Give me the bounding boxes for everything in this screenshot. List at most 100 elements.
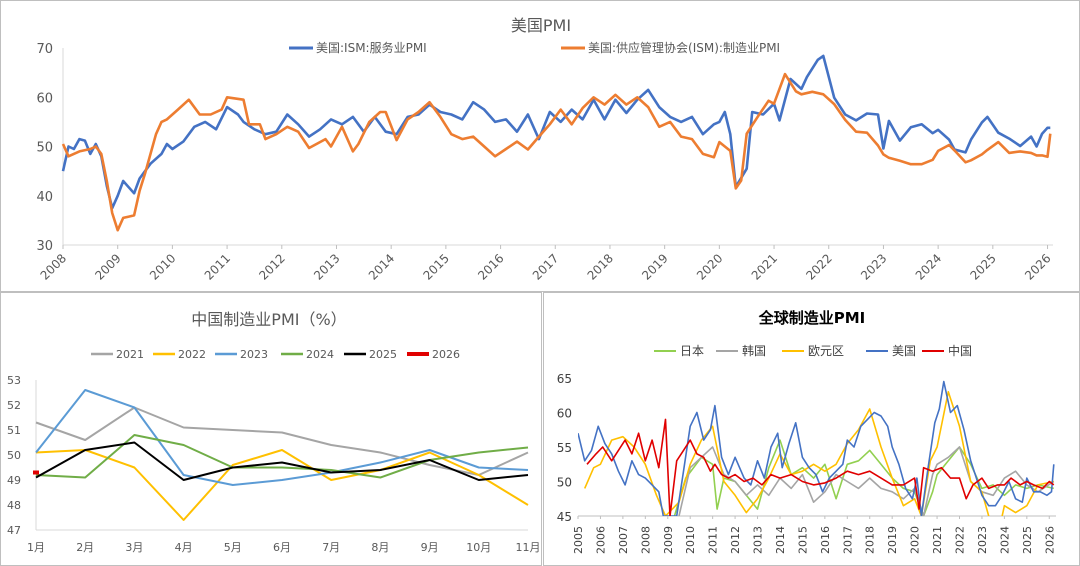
y-tick-label: 49 [7, 474, 21, 487]
china-pmi-panel: 中国制造业PMI（%） 2021 2022 2023 2024 2025 2026 47 4… [0, 292, 542, 566]
y-tick-label: 50 [36, 141, 53, 156]
x-tick-label: 2013 [752, 526, 765, 554]
x-tick-label: 8月 [371, 541, 389, 554]
x-tick-label: 2026 [1043, 526, 1056, 554]
x-tick-label: 2023 [976, 526, 989, 554]
x-tick-label: 2018 [585, 251, 616, 282]
legend-label-2025: 2025 [369, 348, 397, 361]
x-tick-label: 1月 [27, 541, 45, 554]
legend-label-3: 美国 [892, 344, 916, 358]
y-tick-label: 52 [7, 399, 21, 412]
x-tick-label: 2010 [147, 251, 178, 282]
x-tick-label: 4月 [175, 541, 193, 554]
x-tick-label: 2026 [1022, 251, 1053, 282]
y-tick-label: 50 [7, 449, 21, 462]
legend-label-2021: 2021 [116, 348, 144, 361]
legend-label-services: 美国:ISM:服务业PMI [316, 40, 427, 55]
y-tick-label: 40 [36, 190, 53, 205]
global-pmi-chart: 全球制造业PMI 日本 韩国 欧元区 美国 中国 45 50 55 60 65 2005 2006 2… [557, 309, 1057, 554]
x-tick-label: 2022 [954, 526, 967, 554]
x-tick-label: 2007 [617, 526, 630, 554]
x-tick-label: 2019 [639, 251, 670, 282]
x-tick-label: 2020 [909, 526, 922, 554]
x-tick-label: 2025 [967, 251, 998, 282]
y-tick-label: 51 [7, 424, 21, 437]
legend-label-2024: 2024 [306, 348, 334, 361]
x-tick-label: 2012 [256, 251, 287, 282]
x-tick-label: 2016 [475, 251, 506, 282]
x-tick-label: 2015 [420, 251, 451, 282]
x-tick-label: 2024 [998, 526, 1011, 554]
series-line-2022 [35, 449, 529, 521]
x-tick-label: 2015 [796, 526, 809, 554]
series-line-2024 [35, 434, 529, 479]
legend-label-0: 日本 [680, 344, 704, 358]
x-tick-label: 2023 [858, 251, 889, 282]
x-tick-label: 2009 [662, 526, 675, 554]
x-tick-label: 2009 [92, 251, 123, 282]
x-tick-label: 3月 [125, 541, 143, 554]
x-tick-label: 2018 [864, 526, 877, 554]
x-tick-label: 2024 [913, 251, 944, 282]
chart-title: 中国制造业PMI（%） [191, 310, 346, 329]
x-tick-label: 6月 [273, 541, 291, 554]
y-tick-label: 45 [557, 510, 572, 524]
series-line-2023 [35, 389, 529, 486]
series-line-4 [586, 418, 1055, 516]
legend-label-2023: 2023 [240, 348, 268, 361]
y-tick-label: 48 [7, 499, 21, 512]
x-tick-label: 2008 [639, 526, 652, 554]
x-tick-label: 2014 [774, 526, 787, 554]
x-tick-label: 2016 [819, 526, 832, 554]
series-line-3 [578, 380, 1055, 516]
chart-title: 全球制造业PMI [758, 309, 866, 327]
y-tick-label: 47 [7, 524, 21, 537]
series-line-2 [583, 391, 1054, 516]
series-line-manufacturing [61, 72, 1052, 232]
x-tick-label: 2019 [886, 526, 899, 554]
legend-label-2022: 2022 [178, 348, 206, 361]
x-tick-label: 11月 [516, 541, 541, 554]
series-line-2021 [35, 406, 529, 476]
legend-label-manufacturing: 美国:供应管理协会(ISM):制造业PMI [588, 40, 780, 55]
x-tick-label: 2005 [572, 526, 585, 554]
x-tick-label: 9月 [421, 541, 439, 554]
y-tick-label: 60 [557, 407, 572, 421]
x-tick-label: 2017 [841, 526, 854, 554]
y-tick-label: 53 [7, 374, 21, 387]
x-tick-label: 2013 [311, 251, 342, 282]
series-line-services [61, 54, 1051, 210]
y-tick-label: 70 [36, 42, 53, 57]
x-tick-label: 2008 [38, 251, 69, 282]
x-tick-label: 2025 [1021, 526, 1034, 554]
x-tick-label: 2021 [931, 526, 944, 554]
x-tick-label: 2020 [694, 251, 725, 282]
chart-title: 美国PMI [511, 16, 571, 35]
x-tick-label: 7月 [322, 541, 340, 554]
legend-label-2: 欧元区 [808, 344, 844, 358]
x-tick-label: 2022 [803, 251, 834, 282]
global-pmi-panel: 全球制造业PMI 日本 韩国 欧元区 美国 中国 45 50 55 60 65 2005 2006 2… [543, 292, 1080, 566]
x-tick-label: 2011 [202, 251, 233, 282]
x-tick-label: 2月 [76, 541, 94, 554]
legend-label-2026: 2026 [432, 348, 460, 361]
y-tick-label: 30 [36, 239, 53, 254]
legend-label-4: 中国 [948, 343, 972, 358]
x-tick-label: 10月 [466, 541, 491, 554]
series-line-2025 [35, 441, 529, 481]
x-tick-label: 2017 [530, 251, 561, 282]
series-line-1 [678, 446, 1055, 516]
x-tick-label: 2021 [749, 251, 780, 282]
x-tick-label: 2014 [366, 251, 397, 282]
legend-label-1: 韩国 [742, 343, 766, 358]
us-pmi-panel: 美国PMI 美国:ISM:服务业PMI 美国:供应管理协会(ISM):制造业PM… [0, 0, 1080, 292]
x-tick-label: 2010 [684, 526, 697, 554]
x-tick-label: 5月 [224, 541, 242, 554]
x-tick-label: 2011 [707, 526, 720, 554]
y-tick-label: 50 [557, 476, 572, 490]
y-tick-label: 60 [36, 91, 53, 106]
y-tick-label: 65 [557, 372, 572, 386]
us-pmi-chart: 美国PMI 美国:ISM:服务业PMI 美国:供应管理协会(ISM):制造业PM… [36, 16, 1053, 283]
x-tick-label: 2006 [594, 526, 607, 554]
china-pmi-chart: 中国制造业PMI（%） 2021 2022 2023 2024 2025 2026 47 4… [7, 310, 541, 554]
